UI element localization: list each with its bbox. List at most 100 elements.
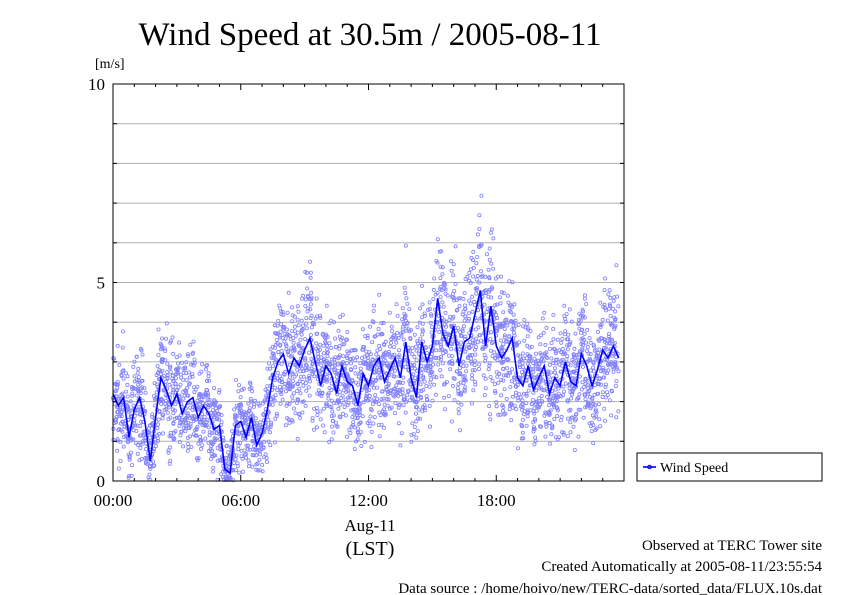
scatter-point [309, 297, 314, 302]
scatter-point [132, 359, 137, 364]
scatter-point [246, 401, 251, 406]
scatter-point [614, 263, 619, 268]
scatter-point [344, 385, 349, 390]
scatter-point [403, 364, 408, 369]
scatter-point [455, 369, 460, 374]
scatter-point [520, 405, 525, 410]
scatter-point [377, 343, 382, 348]
scatter-point [487, 404, 492, 409]
scatter-point [290, 378, 295, 383]
scatter-point [502, 333, 507, 338]
scatter-point [394, 340, 399, 345]
scatter-point [321, 423, 326, 428]
y-axis-unit: [m/s] [95, 57, 125, 72]
scatter-point [391, 374, 396, 379]
scatter-point [189, 444, 194, 449]
scatter-point [494, 325, 499, 330]
scatter-point [344, 337, 349, 342]
scatter-point [413, 411, 418, 416]
scatter-point [238, 403, 243, 408]
scatter-point [124, 371, 129, 376]
scatter-point [420, 327, 425, 332]
scatter-point [469, 294, 474, 299]
scatter-point [181, 425, 186, 430]
scatter-point [478, 243, 483, 248]
scatter-point [567, 341, 572, 346]
scatter-point [407, 329, 412, 334]
scatter-point [355, 416, 360, 421]
scatter-point [438, 342, 443, 347]
scatter-point [188, 405, 193, 410]
scatter-point [147, 464, 152, 469]
scatter-point [493, 276, 498, 281]
scatter-point [352, 447, 357, 452]
scatter-point [607, 336, 612, 341]
scatter-point [563, 319, 568, 324]
scatter-point [277, 335, 282, 340]
scatter-point [461, 324, 466, 329]
scatter-point [206, 371, 211, 376]
scatter-point [532, 425, 537, 430]
scatter-point [404, 296, 409, 301]
scatter-point [319, 363, 324, 368]
scatter-point [372, 415, 377, 420]
scatter-point [381, 425, 386, 430]
scatter-point [429, 357, 434, 362]
scatter-point [581, 309, 586, 314]
scatter-point [345, 329, 350, 334]
scatter-point [283, 369, 288, 374]
scatter-point [250, 415, 255, 420]
scatter-point [515, 383, 520, 388]
scatter-point [438, 354, 443, 359]
scatter-point [196, 456, 201, 461]
scatter-point [237, 470, 242, 475]
scatter-point [233, 457, 238, 462]
scatter-point [420, 315, 425, 320]
scatter-point [512, 380, 517, 385]
scatter-point [163, 358, 168, 363]
scatter-point [309, 325, 314, 330]
scatter-point [340, 336, 345, 341]
scatter-point [494, 400, 499, 405]
scatter-point [524, 391, 529, 396]
scatter-point [115, 385, 120, 390]
scatter-point [474, 287, 479, 292]
scatter-point [306, 385, 311, 390]
scatter-point [363, 360, 368, 365]
scatter-point [315, 331, 320, 336]
scatter-point [497, 295, 502, 300]
scatter-point [196, 441, 201, 446]
scatter-point [432, 276, 437, 281]
scatter-point [330, 364, 335, 369]
scatter-point [591, 342, 596, 347]
scatter-point [308, 332, 313, 337]
scatter-point [375, 385, 380, 390]
scatter-point [481, 346, 486, 351]
scatter-point [538, 424, 543, 429]
scatter-point [336, 406, 341, 411]
scatter-point [160, 412, 165, 417]
scatter-point [179, 375, 184, 380]
scatter-point [214, 417, 219, 422]
scatter-point [583, 397, 588, 402]
scatter-point [532, 416, 537, 421]
scatter-point [495, 357, 500, 362]
scatter-point [175, 388, 180, 393]
scatter-point [219, 412, 224, 417]
scatter-point [476, 325, 481, 330]
scatter-point [301, 383, 306, 388]
scatter-point [405, 301, 410, 306]
scatter-point [435, 341, 440, 346]
scatter-point [569, 396, 574, 401]
scatter-point [346, 388, 351, 393]
scatter-point [501, 359, 506, 364]
scatter-point [580, 380, 585, 385]
scatter-point [609, 323, 614, 328]
scatter-point [573, 418, 578, 423]
scatter-point [270, 402, 275, 407]
scatter-point [451, 273, 456, 278]
scatter-point [533, 359, 538, 364]
scatter-point [506, 300, 511, 305]
scatter-point [190, 372, 195, 377]
scatter-point [281, 325, 286, 330]
